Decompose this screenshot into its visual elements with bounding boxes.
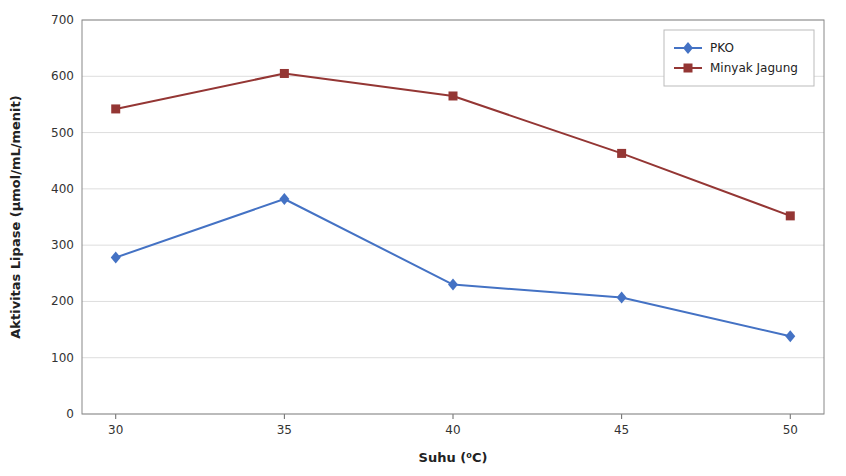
point	[111, 104, 120, 113]
point	[111, 252, 121, 264]
series-line	[116, 73, 791, 215]
point	[449, 91, 458, 100]
legend-label: PKO	[710, 41, 734, 55]
chart-svg: 0 100 200 300 400 500 600 700 30 35 40 45 50 Suhu (⁰C…	[0, 0, 846, 476]
y-tick-label: 600	[51, 69, 74, 83]
x-tick-label: 35	[277, 423, 292, 437]
grid-line	[82, 132, 824, 133]
x-tick	[790, 414, 791, 419]
x-tick	[115, 414, 116, 419]
point	[786, 211, 795, 220]
legend-marker	[684, 64, 693, 73]
point	[617, 291, 627, 303]
x-tick-label: 40	[445, 423, 460, 437]
grid-line	[82, 245, 824, 246]
legend-marker	[683, 42, 693, 54]
y-tick-label: 100	[51, 351, 74, 365]
y-tick-label: 300	[51, 238, 74, 252]
marks	[111, 69, 796, 342]
point	[448, 279, 458, 291]
x-tick-label: 45	[614, 423, 629, 437]
grid-line	[82, 301, 824, 302]
grid-line	[82, 357, 824, 358]
y-tick-label: 200	[51, 294, 74, 308]
x-tick	[621, 414, 622, 419]
legend: PKO Minyak Jagung	[664, 30, 814, 86]
x-tick	[284, 414, 285, 419]
grid	[82, 20, 824, 414]
y-tick-label: 500	[51, 126, 74, 140]
legend-label: Minyak Jagung	[710, 61, 798, 75]
x-tick	[453, 414, 454, 419]
point	[279, 193, 289, 205]
x-axis-label: Suhu (⁰C)	[419, 450, 488, 465]
y-axis-label: Aktivitas Lipase (µmol/mL/menit)	[8, 95, 23, 338]
series	[111, 69, 795, 220]
x-tick-label: 30	[108, 423, 123, 437]
point	[280, 69, 289, 78]
x-tick-label: 50	[783, 423, 798, 437]
plot-frame	[82, 20, 824, 414]
series	[111, 193, 796, 342]
y-tick-label: 400	[51, 182, 74, 196]
point	[617, 149, 626, 158]
legend-box	[664, 30, 814, 86]
grid-line	[82, 188, 824, 189]
chart-container: 0 100 200 300 400 500 600 700 30 35 40 45 50 Suhu (⁰C…	[0, 0, 846, 476]
point	[785, 330, 795, 342]
y-tick-label: 700	[51, 13, 74, 27]
series-line	[116, 199, 791, 336]
y-tick-label: 0	[66, 407, 74, 421]
